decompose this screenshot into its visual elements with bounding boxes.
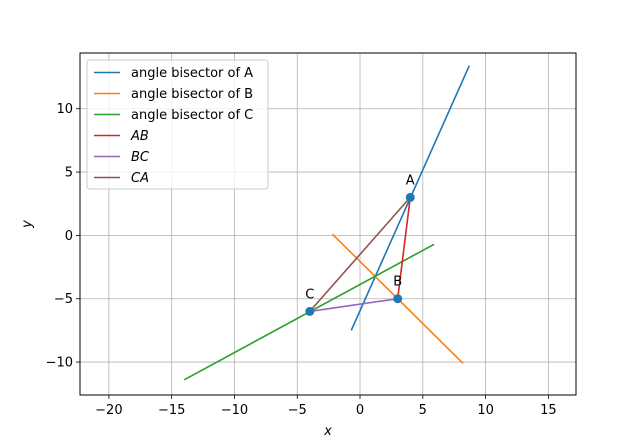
point-c [305, 306, 315, 316]
legend-label-ca: CA [131, 171, 149, 186]
x-tick-label: −5 [288, 403, 307, 418]
legend-label-angle-bisector-of-c: angle bisector of C [131, 108, 253, 123]
y-tick-label: 10 [56, 102, 73, 117]
point-label-b: B [393, 275, 402, 290]
legend-label-bc: BC [131, 150, 150, 165]
legend-label-angle-bisector-of-b: angle bisector of B [131, 87, 253, 102]
y-tick-label: 5 [65, 166, 73, 181]
legend-label-ab: AB [130, 129, 149, 144]
series-line-ab [396, 197, 412, 299]
legend-label-angle-bisector-of-a: angle bisector of A [131, 66, 253, 81]
series-line-bc [309, 297, 398, 313]
point-a [405, 192, 415, 202]
axis-ticks: −20 −15 −10 −5 0 5 10 15 −10 −5 0 5 10 [46, 102, 557, 418]
x-tick-label: −10 [221, 403, 248, 418]
point-b [393, 294, 403, 304]
x-tick-label: 0 [356, 403, 364, 418]
legend: angle bisector of A angle bisector of B an… [86, 59, 269, 190]
x-tick-label: 10 [477, 403, 494, 418]
x-tick-label: −20 [95, 403, 122, 418]
x-axis-label: x [323, 424, 332, 439]
data-points: A B C [305, 173, 415, 316]
y-axis-label: y [20, 220, 35, 229]
x-tick-label: −15 [158, 403, 185, 418]
y-tick-label: −5 [54, 292, 73, 307]
y-tick-label: −10 [46, 356, 73, 371]
plot-frame [79, 52, 577, 396]
point-label-a: A [406, 173, 415, 188]
y-tick-label: 0 [65, 229, 73, 244]
legend-box [86, 59, 269, 190]
point-label-c: C [305, 287, 314, 302]
x-tick-label: 15 [540, 403, 557, 418]
series-line-ca [309, 196, 411, 312]
x-tick-label: 5 [419, 403, 427, 418]
